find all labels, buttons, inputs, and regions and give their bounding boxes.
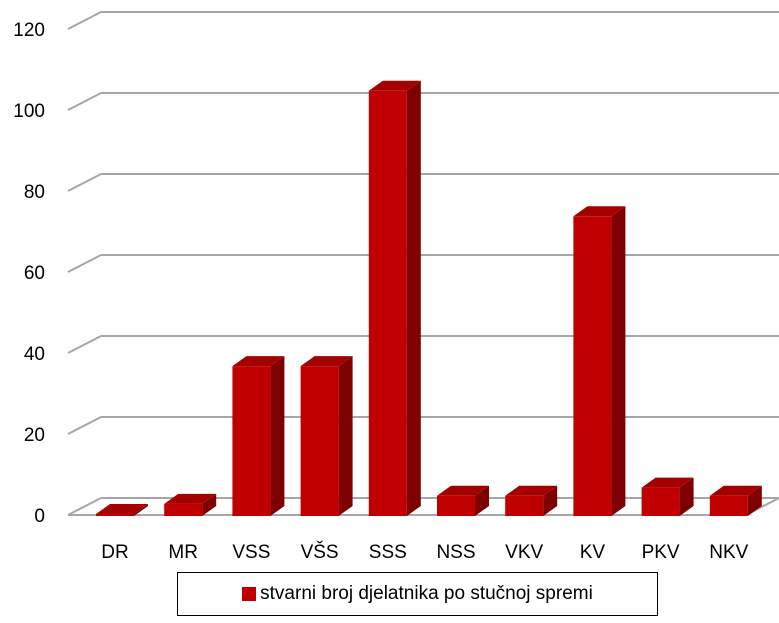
bar [573, 206, 626, 517]
x-tick-label: SSS [369, 542, 407, 563]
bar [96, 504, 148, 516]
gridline [67, 254, 779, 273]
x-tick-label: PKV [642, 542, 680, 563]
bar [641, 477, 694, 516]
bar [232, 356, 285, 516]
gridline [67, 11, 779, 30]
y-tick-label: 80 [24, 182, 45, 203]
x-tick-label: VŠS [301, 541, 339, 563]
bar [164, 493, 217, 516]
bar [505, 485, 558, 516]
y-tick-label: 40 [24, 344, 45, 365]
y-tick-label: 20 [24, 425, 45, 446]
x-tick-label: MR [168, 542, 198, 563]
legend: stvarni broj djelatnika po stučnoj sprem… [177, 572, 658, 616]
bar [368, 80, 421, 516]
y-axis-ticks: 0 20 40 60 80 100 120 [13, 20, 45, 527]
y-tick-label: 120 [13, 20, 45, 41]
x-axis-ticks: DR MR VSS VŠS SSS NSS VKV KV PKV NKV [101, 541, 748, 563]
y-tick-label: 100 [13, 101, 45, 122]
x-tick-label: VSS [232, 542, 270, 563]
bar [300, 356, 353, 516]
y-tick-label: 60 [24, 263, 45, 284]
gridlines [67, 11, 779, 516]
legend-swatch [242, 587, 257, 601]
gridline [67, 92, 779, 111]
x-tick-label: VKV [505, 542, 543, 563]
gridline [67, 173, 779, 192]
x-tick-label: KV [580, 542, 606, 563]
gridline [67, 416, 779, 435]
gridline [67, 335, 779, 354]
x-tick-label: DR [101, 542, 128, 563]
y-tick-label: 0 [34, 506, 45, 527]
bars [96, 80, 762, 517]
bar [437, 485, 489, 516]
x-tick-label: NKV [709, 542, 748, 563]
x-tick-label: NSS [436, 542, 475, 563]
legend-label: stvarni broj djelatnika po stučnoj sprem… [260, 583, 593, 604]
bar [709, 485, 762, 516]
